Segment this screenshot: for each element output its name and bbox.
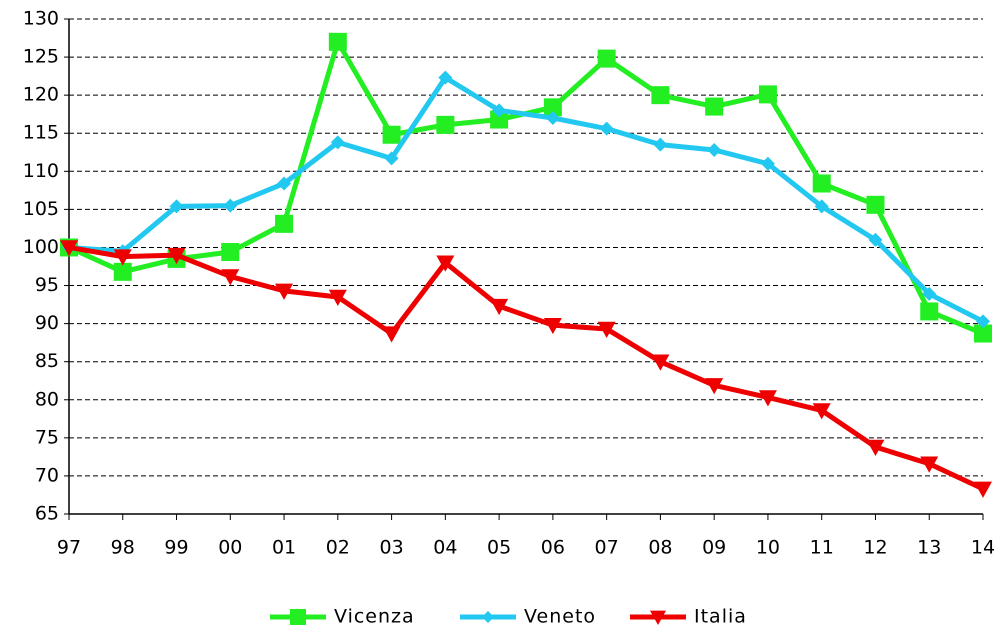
marker bbox=[653, 137, 668, 152]
marker bbox=[328, 32, 347, 51]
marker bbox=[543, 98, 562, 117]
x-tick-label: 99 bbox=[164, 537, 188, 559]
x-tick-label: 09 bbox=[702, 537, 726, 559]
marker bbox=[221, 269, 240, 286]
y-tick-label: 65 bbox=[35, 503, 59, 525]
x-tick-label: 10 bbox=[756, 537, 780, 559]
marker bbox=[974, 481, 992, 498]
marker bbox=[650, 610, 666, 625]
x-tick-label: 06 bbox=[541, 537, 565, 559]
y-tick-label: 110 bbox=[23, 160, 59, 182]
x-tick-label: 14 bbox=[971, 537, 995, 559]
marker bbox=[758, 390, 777, 407]
marker bbox=[438, 70, 453, 85]
legend-label: Italia bbox=[694, 606, 747, 628]
marker bbox=[330, 135, 345, 150]
marker bbox=[275, 283, 294, 300]
x-tick-label: 11 bbox=[810, 537, 834, 559]
x-tick-label: 12 bbox=[863, 537, 887, 559]
marker bbox=[543, 317, 562, 335]
y-tick-label: 105 bbox=[23, 198, 59, 220]
marker bbox=[976, 314, 990, 329]
series-line bbox=[68, 244, 985, 492]
y-tick-label: 115 bbox=[23, 122, 59, 144]
x-tick-label: 02 bbox=[326, 537, 350, 559]
marker bbox=[384, 151, 399, 166]
x-tick-label: 07 bbox=[595, 537, 619, 559]
x-tick-label: 01 bbox=[272, 537, 296, 559]
marker bbox=[597, 49, 616, 68]
marker bbox=[922, 286, 937, 301]
marker bbox=[436, 255, 455, 272]
y-tick-label: 95 bbox=[35, 274, 59, 296]
marker bbox=[223, 198, 238, 213]
y-tick-label: 120 bbox=[23, 84, 59, 106]
marker bbox=[705, 97, 724, 116]
marker bbox=[382, 125, 401, 144]
legend-label: Vicenza bbox=[334, 606, 415, 628]
marker bbox=[758, 85, 777, 104]
marker bbox=[382, 326, 401, 343]
marker bbox=[812, 174, 831, 193]
marker bbox=[169, 199, 184, 214]
marker bbox=[866, 439, 885, 456]
marker bbox=[545, 111, 560, 125]
series-line bbox=[67, 39, 984, 336]
marker bbox=[290, 609, 306, 625]
y-tick-label: 90 bbox=[35, 312, 59, 334]
x-tick-label: 08 bbox=[648, 537, 672, 559]
marker bbox=[868, 232, 883, 247]
marker bbox=[812, 403, 831, 420]
marker bbox=[920, 302, 939, 321]
marker bbox=[920, 456, 939, 473]
y-tick-label: 125 bbox=[23, 46, 59, 68]
y-tick-label: 100 bbox=[23, 236, 59, 258]
marker bbox=[651, 86, 670, 105]
marker bbox=[328, 289, 347, 306]
legend-label: Veneto bbox=[524, 606, 596, 628]
y-tick-label: 75 bbox=[35, 426, 59, 448]
marker bbox=[113, 262, 132, 281]
x-tick-label: 13 bbox=[917, 537, 941, 559]
x-tick-label: 03 bbox=[379, 537, 403, 559]
marker bbox=[221, 243, 240, 262]
marker bbox=[651, 354, 670, 371]
marker bbox=[760, 156, 775, 171]
y-tick-label: 130 bbox=[23, 8, 59, 30]
marker bbox=[275, 214, 294, 233]
marker bbox=[814, 199, 829, 214]
x-tick-label: 00 bbox=[218, 537, 242, 559]
marker bbox=[277, 176, 292, 191]
marker bbox=[974, 324, 992, 343]
marker bbox=[707, 142, 722, 157]
marker bbox=[436, 115, 455, 134]
marker bbox=[482, 611, 494, 623]
marker bbox=[490, 110, 509, 129]
y-tick-label: 70 bbox=[35, 464, 59, 486]
marker bbox=[597, 321, 616, 338]
marker bbox=[113, 249, 132, 266]
marker bbox=[490, 298, 509, 316]
marker bbox=[866, 195, 885, 214]
x-tick-label: 05 bbox=[487, 537, 511, 559]
series-line bbox=[68, 75, 985, 324]
x-tick-label: 97 bbox=[57, 537, 81, 559]
marker bbox=[492, 103, 507, 118]
marker bbox=[599, 121, 614, 136]
x-tick-label: 04 bbox=[433, 537, 457, 559]
marker bbox=[705, 378, 724, 395]
y-tick-label: 85 bbox=[35, 350, 59, 372]
x-tick-label: 98 bbox=[111, 537, 135, 559]
y-tick-label: 80 bbox=[35, 388, 59, 410]
marker bbox=[60, 240, 78, 257]
marker bbox=[167, 247, 186, 265]
